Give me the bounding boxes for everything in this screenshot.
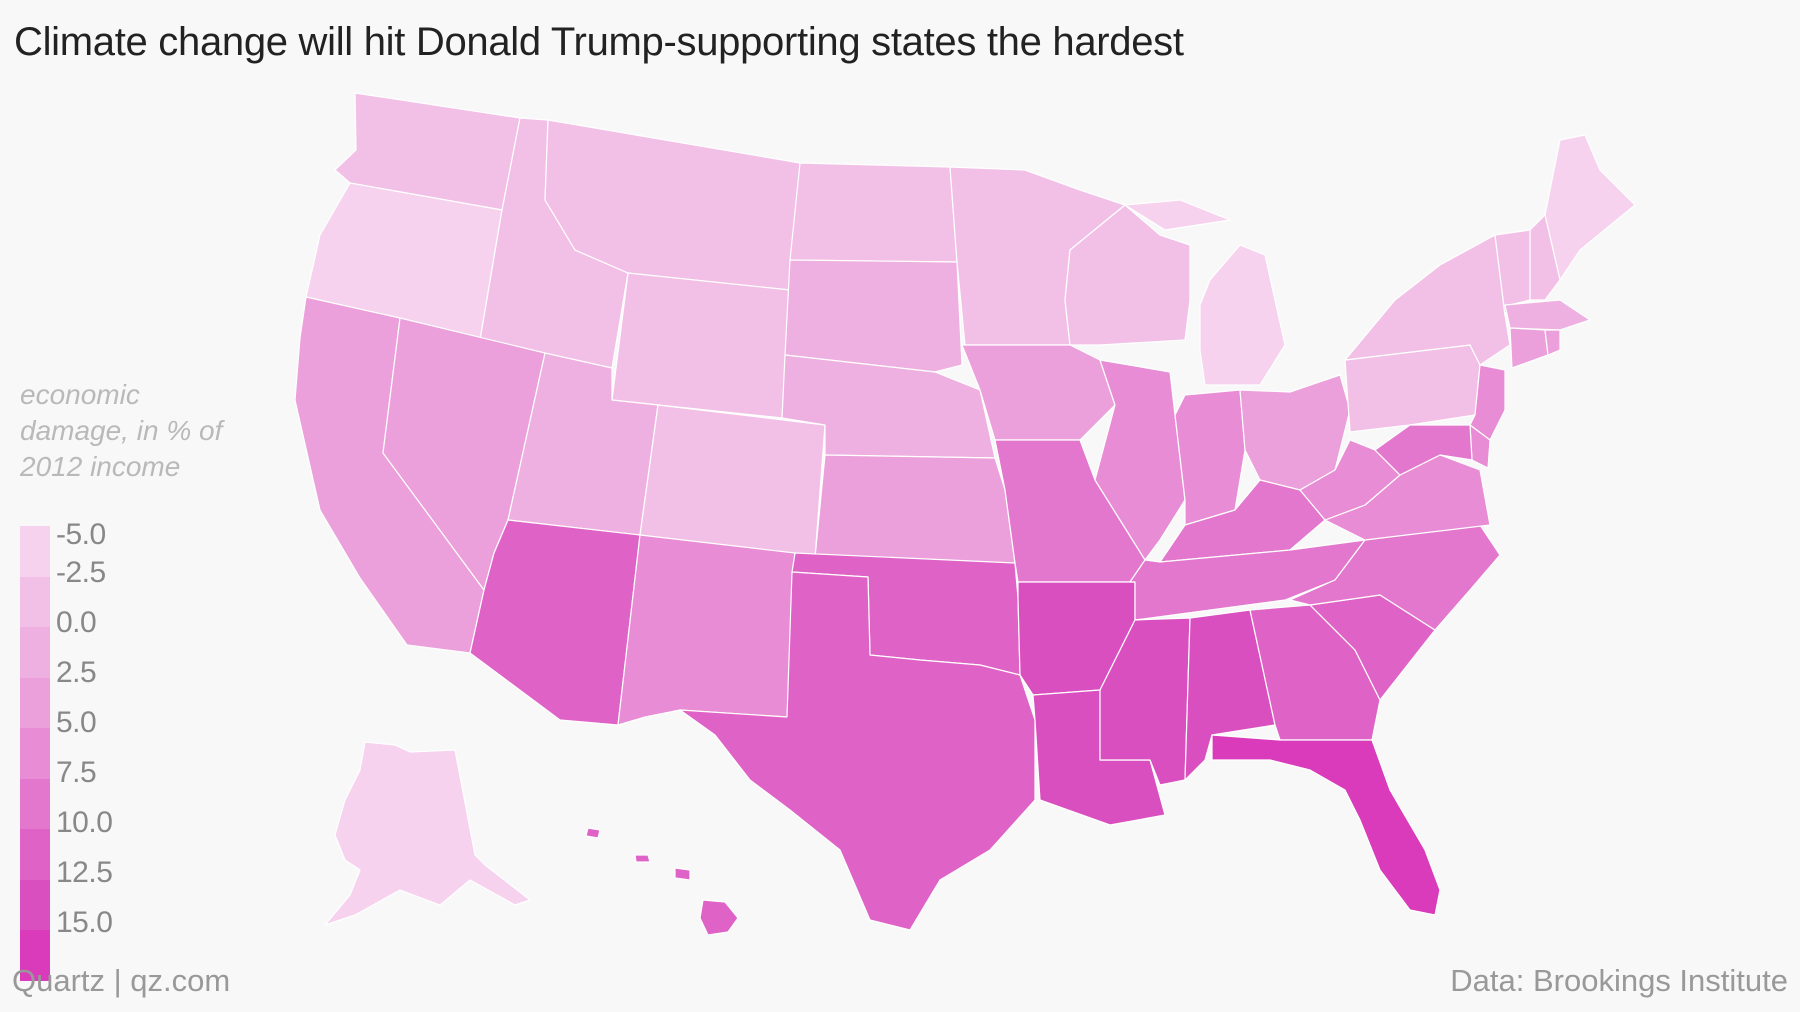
legend-label: -5.0 — [56, 518, 106, 551]
state-RI[interactable] — [1544, 329, 1561, 356]
state-TX[interactable] — [679, 571, 1036, 931]
state-IN[interactable] — [1174, 389, 1246, 526]
state-ME[interactable] — [1544, 134, 1636, 281]
state-KS[interactable] — [814, 454, 1016, 564]
state-WY[interactable] — [611, 272, 791, 419]
legend-title-line-1: economic — [20, 379, 140, 410]
state-VT[interactable] — [1494, 229, 1531, 316]
legend-label: -2.5 — [56, 556, 106, 589]
state-NY[interactable] — [1344, 234, 1511, 366]
state-CT[interactable] — [1509, 327, 1549, 369]
chart-title: Climate change will hit Donald Trump-sup… — [14, 20, 1184, 64]
state-IA[interactable] — [961, 344, 1116, 441]
legend-swatch — [20, 576, 50, 627]
legend-swatches — [20, 526, 50, 981]
legend-swatch — [20, 677, 50, 728]
legend-label: 5.0 — [56, 706, 97, 739]
legend-label: 15.0 — [56, 906, 113, 939]
legend-swatch — [20, 778, 50, 829]
state-MD[interactable] — [1374, 424, 1473, 476]
state-AZ[interactable] — [469, 519, 641, 726]
state-WI[interactable] — [1064, 204, 1191, 346]
legend-swatch — [20, 829, 50, 880]
legend-swatch — [20, 879, 50, 930]
legend-title-line-2: damage, in % of — [20, 415, 223, 446]
state-FL[interactable] — [1211, 734, 1441, 916]
state-SD[interactable] — [784, 259, 963, 373]
footer-data-source: Data: Brookings Institute — [1450, 963, 1788, 998]
legend-label: 7.5 — [56, 756, 97, 789]
legend-swatch — [20, 728, 50, 779]
state-NM[interactable] — [617, 534, 796, 726]
state-MA[interactable] — [1504, 299, 1591, 331]
legend-swatch — [20, 930, 50, 981]
state-MI[interactable] — [1124, 199, 1286, 386]
states-layer — [294, 92, 1636, 936]
legend-swatch — [20, 526, 50, 577]
legend-title: economic damage, in % of 2012 income — [20, 377, 260, 485]
legend-label: 12.5 — [56, 856, 113, 889]
footer-publisher: Quartz | qz.com — [12, 963, 231, 998]
legend-title-line-3: 2012 income — [20, 451, 181, 482]
state-TN[interactable] — [1129, 539, 1366, 621]
state-AK[interactable] — [324, 741, 531, 926]
state-ND[interactable] — [789, 162, 958, 263]
legend-label: 2.5 — [56, 656, 97, 689]
legend-swatch — [20, 627, 50, 678]
state-NC[interactable] — [1289, 524, 1501, 631]
state-IL[interactable] — [1094, 359, 1186, 561]
legend-label: 10.0 — [56, 806, 113, 839]
state-HI[interactable] — [585, 827, 739, 936]
state-CO[interactable] — [639, 404, 826, 559]
legend-label: 0.0 — [56, 606, 97, 639]
